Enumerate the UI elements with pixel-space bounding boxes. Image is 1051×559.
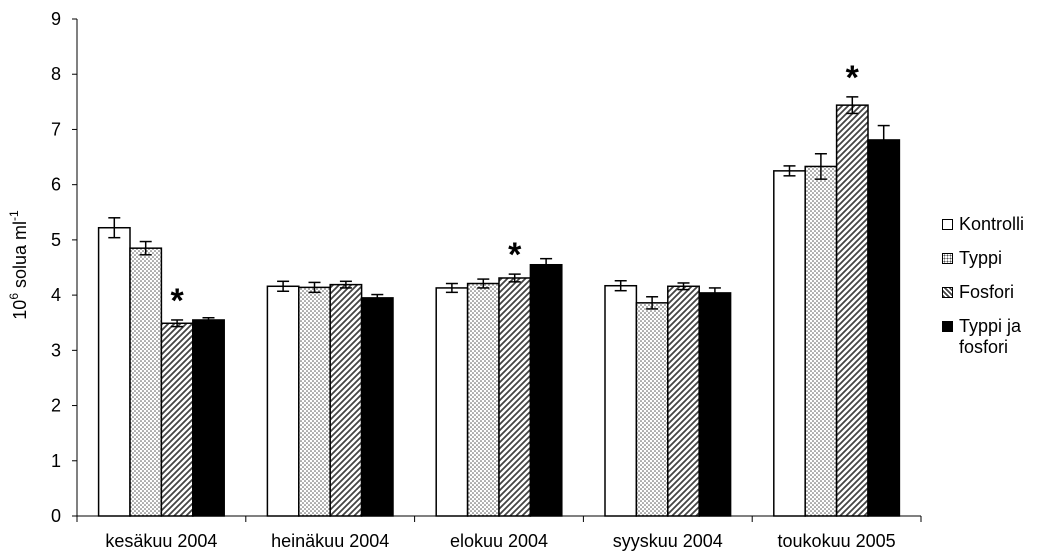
y-axis-label-exponent: 6 [7,293,21,300]
x-tick-label: syyskuu 2004 [613,531,723,551]
bar-typpi-3 [635,302,669,517]
bar-kontrolli-3 [604,284,638,517]
legend-label-fosfori: Fosfori [959,282,1015,302]
legend-swatch-typpi-ja-fosfori [942,321,953,332]
bar-fosfori-3 [667,285,700,517]
y-tick-label: 3 [51,340,61,360]
bar-kontrolli-0 [97,226,131,517]
y-tick-label: 5 [51,230,61,250]
legend-swatch-fosfori [942,287,953,298]
bar-fosfori-4 [835,104,869,517]
legend-item-typpi: Typpi [942,248,1051,269]
x-tick-label: heinäkuu 2004 [271,531,389,551]
bar-fosfori-0 [160,322,194,517]
significance-asterisk: * [170,282,184,320]
legend-label-typpi-ja-fosfori: Typpi ja fosfori [959,316,1022,357]
bar-kontrolli-4 [773,170,806,517]
bar-fosfori-1 [329,283,363,517]
legend-item-typpi-ja-fosfori: Typpi ja fosfori [942,316,1051,358]
bar-typpi-4 [804,165,838,517]
bar-typpi-ja-fosfori-4 [867,139,901,517]
y-tick-label: 1 [51,451,61,471]
plot-area: 0 1 2 3 4 5 6 7 8 9 kesäkuu 2004 heinäkuu 2004 eloku… [51,9,922,551]
legend-item-fosfori: Fosfori [942,282,1051,303]
bar-typpi-0 [129,247,163,517]
bar-typpi-2 [466,282,500,517]
bar-typpi-1 [298,286,331,517]
bar-typpi-ja-fosfori-0 [192,319,225,517]
bar-kontrolli-2 [435,287,469,517]
legend-swatch-typpi [942,253,953,264]
legend-label-kontrolli: Kontrolli [959,214,1025,234]
y-tick-label: 9 [51,9,61,29]
bar-typpi-ja-fosfori-2 [529,263,563,517]
bar-typpi-ja-fosfori-3 [698,292,732,517]
y-tick-label: 4 [51,285,61,305]
y-axis-label: 106 solua ml-1 [7,210,30,320]
y-tick-label: 0 [51,506,61,526]
bar-kontrolli-1 [266,285,300,517]
y-tick-label: 7 [51,119,61,139]
bar-typpi-ja-fosfori-1 [360,297,394,517]
legend-item-kontrolli: Kontrolli [942,214,1051,235]
x-tick-label: kesäkuu 2004 [105,531,217,551]
y-tick-label: 6 [51,175,61,195]
legend-swatch-kontrolli [942,219,953,230]
y-tick-label: 8 [51,64,61,84]
legend-label-typpi: Typpi [959,248,1003,268]
y-axis-label-unit-exponent: -1 [7,210,21,221]
x-tick-label: elokuu 2004 [450,531,548,551]
bar-fosfori-2 [498,277,532,517]
significance-asterisk: * [508,236,522,274]
x-tick-label: toukokuu 2005 [778,531,896,551]
y-tick-label: 2 [51,396,61,416]
legend: Kontrolli Typpi Fosfori Typpi ja fosfori [942,214,1051,371]
significance-asterisk: * [846,59,860,97]
